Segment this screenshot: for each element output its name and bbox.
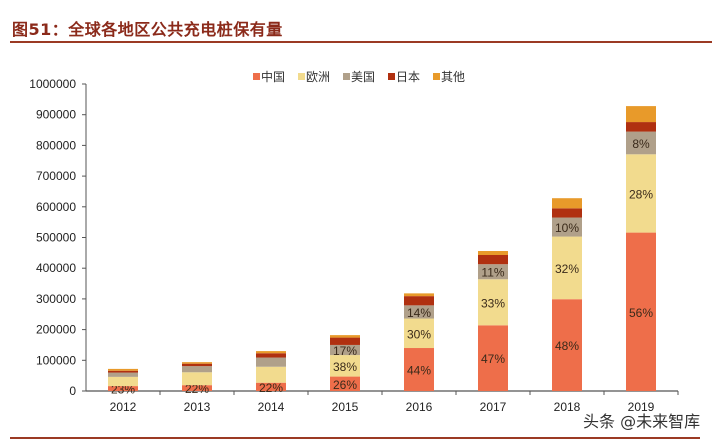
y-tick-label: 500000 — [36, 231, 76, 245]
bar-segment-中国 — [182, 385, 212, 391]
bar-segment-其他 — [330, 335, 360, 338]
y-tick-label: 0 — [69, 384, 76, 398]
bar-segment-欧洲 — [552, 236, 582, 300]
bar-segment-欧洲 — [626, 154, 656, 233]
bar-segment-美国 — [552, 217, 582, 237]
data-label: 32% — [555, 262, 579, 276]
bar-segment-其他 — [256, 351, 286, 354]
bar-segment-其他 — [478, 251, 508, 255]
data-label: 17% — [333, 344, 357, 358]
data-label: 38% — [333, 360, 357, 374]
y-tick-label: 200000 — [36, 323, 76, 337]
bar-segment-欧洲 — [256, 366, 286, 383]
y-tick-label: 800000 — [36, 138, 76, 152]
x-tick-label: 2012 — [110, 400, 137, 414]
bar-segment-中国 — [108, 386, 138, 391]
bar-segment-日本 — [552, 208, 582, 218]
x-tick-label: 2016 — [406, 400, 433, 414]
bar-segment-美国 — [478, 264, 508, 280]
data-label: 22% — [185, 382, 209, 396]
y-tick-label: 400000 — [36, 261, 76, 275]
x-tick-label: 2019 — [628, 400, 655, 414]
bar-segment-其他 — [552, 198, 582, 209]
bar-segment-美国 — [256, 357, 286, 367]
legend-swatch — [253, 73, 260, 80]
bar-segment-美国 — [626, 131, 656, 155]
bar-segment-美国 — [404, 305, 434, 319]
bar-segment-日本 — [404, 296, 434, 306]
x-tick-label: 2013 — [184, 400, 211, 414]
data-label: 11% — [481, 266, 504, 280]
watermark: 头条 @未来智库 — [583, 412, 701, 431]
data-label: 47% — [481, 352, 505, 366]
data-label: 26% — [333, 378, 357, 392]
bar-segment-中国 — [626, 232, 656, 391]
data-label: 10% — [555, 221, 579, 235]
legend-label: 其他 — [441, 70, 465, 84]
bar-segment-其他 — [404, 293, 434, 297]
data-label: 28% — [629, 187, 653, 201]
bar-segment-欧洲 — [108, 376, 138, 387]
bar-segment-日本 — [256, 353, 286, 358]
legend-swatch — [433, 73, 440, 80]
bar-segment-中国 — [404, 348, 434, 391]
bar-segment-其他 — [182, 362, 212, 364]
legend-label: 日本 — [396, 70, 420, 84]
data-label: 8% — [632, 137, 650, 151]
bar-segment-美国 — [108, 372, 138, 377]
x-tick-label: 2018 — [554, 400, 581, 414]
y-tick-label: 100000 — [36, 353, 76, 367]
x-tick-label: 2015 — [332, 400, 359, 414]
bottom-divider — [10, 437, 700, 439]
bar-segment-美国 — [330, 344, 360, 356]
bar-segment-欧洲 — [330, 355, 360, 377]
data-label: 22% — [259, 381, 283, 395]
bar-segment-日本 — [478, 254, 508, 265]
bar-segment-中国 — [478, 325, 508, 391]
data-label: 14% — [407, 306, 431, 320]
data-label: 30% — [407, 327, 431, 341]
legend-swatch — [343, 73, 350, 80]
y-tick-label: 600000 — [36, 200, 76, 214]
bar-segment-其他 — [108, 368, 138, 371]
legend-swatch — [298, 73, 305, 80]
y-tick-label: 700000 — [36, 169, 76, 183]
legend-swatch — [388, 73, 395, 80]
bar-segment-日本 — [330, 337, 360, 345]
title-divider — [10, 41, 712, 43]
bar-segment-中国 — [330, 376, 360, 391]
bar-segment-中国 — [552, 299, 582, 391]
data-label: 56% — [629, 306, 653, 320]
bar-segment-日本 — [626, 122, 656, 132]
bar-segment-欧洲 — [182, 372, 212, 386]
bar-segment-欧洲 — [404, 318, 434, 349]
data-label: 33% — [481, 296, 505, 310]
data-label: 48% — [555, 339, 579, 353]
legend-label: 美国 — [351, 70, 375, 84]
y-tick-label: 1000000 — [29, 77, 76, 91]
figure-title: 图51：全球各地区公共充电桩保有量 — [12, 20, 283, 39]
bar-segment-日本 — [108, 370, 138, 373]
data-label: 44% — [407, 364, 431, 378]
legend-label: 中国 — [261, 69, 285, 84]
bar-segment-中国 — [256, 382, 286, 391]
y-tick-label: 300000 — [36, 292, 76, 306]
bar-segment-美国 — [182, 366, 212, 373]
bar-segment-其他 — [626, 106, 656, 123]
bar-segment-日本 — [182, 363, 212, 367]
x-tick-label: 2017 — [480, 400, 507, 414]
bar-segment-欧洲 — [478, 279, 508, 326]
y-tick-label: 900000 — [36, 108, 76, 122]
x-tick-label: 2014 — [258, 400, 285, 414]
legend-label: 欧洲 — [306, 70, 330, 84]
